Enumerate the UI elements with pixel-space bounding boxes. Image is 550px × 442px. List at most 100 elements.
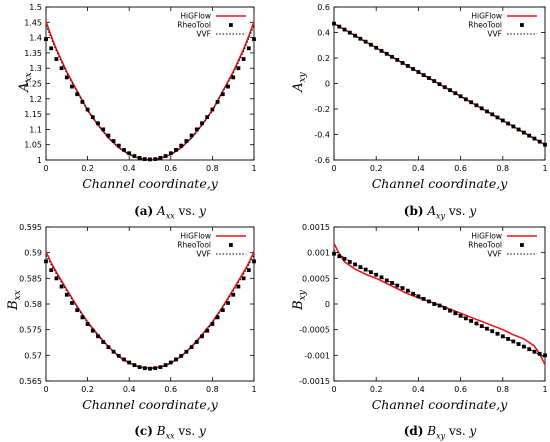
data-point-rheotool-c xyxy=(80,315,85,320)
data-point-rheotool-b xyxy=(448,88,452,93)
data-point-rheotool-c xyxy=(64,292,69,297)
data-point-rheotool-d xyxy=(416,294,421,299)
data-point-rheotool-d xyxy=(463,316,468,321)
data-point-rheotool-d xyxy=(337,254,342,259)
y-axis-label-main-c: B xyxy=(6,300,21,311)
data-point-rheotool-d xyxy=(353,262,357,267)
caption-b: (b) Axy vs. y xyxy=(330,204,550,220)
data-point-rheotool-c xyxy=(111,349,116,354)
x-tick-label-b: 0 xyxy=(331,164,336,173)
x-tick-label-d: 0.2 xyxy=(370,385,383,394)
legend-swatch-rheotool-a xyxy=(229,23,233,27)
caption-a-text: vs. xyxy=(174,204,200,218)
data-point-rheotool-a xyxy=(142,157,147,161)
data-point-rheotool-a xyxy=(148,157,152,162)
data-point-rheotool-c xyxy=(116,353,121,358)
x-tick-label-c: 1 xyxy=(251,385,256,394)
data-point-rheotool-b xyxy=(379,48,384,53)
x-tick-label-a: 1 xyxy=(251,164,256,173)
data-point-rheotool-a xyxy=(215,99,220,104)
y-tick-label-a: 1.1 xyxy=(29,125,42,134)
y-axis-label-sub-a: xx xyxy=(24,72,34,82)
data-point-rheotool-d xyxy=(400,286,405,290)
data-point-rheotool-c xyxy=(184,349,189,354)
caption-b-label: (b) xyxy=(403,204,424,218)
y-tick-label-d: 0 xyxy=(325,300,330,309)
data-point-rheotool-a xyxy=(127,151,132,156)
data-point-rheotool-a xyxy=(49,46,54,51)
data-point-rheotool-a xyxy=(174,148,178,152)
legend-label-higflow-d: HiGFlow xyxy=(471,232,502,241)
data-point-rheotool-b xyxy=(511,124,516,129)
legend-label-higflow-a: HiGFlow xyxy=(180,12,211,21)
x-tick-label-b: 1 xyxy=(542,164,547,173)
data-point-rheotool-b xyxy=(453,91,458,96)
y-tick-label-a: 1.5 xyxy=(29,3,42,12)
data-point-rheotool-a xyxy=(137,155,142,160)
data-point-rheotool-b xyxy=(474,103,479,108)
caption-b-var: y xyxy=(469,204,477,218)
x-tick-label-d: 0 xyxy=(331,385,336,394)
data-point-rheotool-b xyxy=(363,39,368,44)
legend-label-rheotool-c: RheoTool xyxy=(177,241,211,250)
data-point-rheotool-c xyxy=(142,366,147,371)
data-point-rheotool-d xyxy=(516,342,521,346)
data-point-rheotool-b xyxy=(416,70,421,74)
data-point-rheotool-c xyxy=(148,366,152,371)
caption-a-label: (a) xyxy=(134,204,154,218)
y-tick-label-a: 1.4 xyxy=(29,34,42,43)
caption-c-var: y xyxy=(198,424,206,438)
y-tick-label-a: 1.25 xyxy=(24,80,42,89)
legend-label-vvf-c: VVF xyxy=(196,250,211,259)
data-point-rheotool-d xyxy=(437,303,442,308)
data-point-rheotool-c xyxy=(236,284,241,289)
legend-label-higflow-c: HiGFlow xyxy=(180,232,211,241)
x-tick-label-b: 0.4 xyxy=(412,164,425,173)
x-tick-label-c: 0 xyxy=(43,385,48,394)
data-point-rheotool-c xyxy=(75,308,80,313)
data-point-rheotool-a xyxy=(70,84,74,89)
data-point-rheotool-d xyxy=(421,296,426,301)
data-point-rheotool-d xyxy=(500,334,505,339)
x-tick-label-a: 0.4 xyxy=(123,164,136,173)
x-tick-label-b: 0.6 xyxy=(454,164,467,173)
legend-label-higflow-b: HiGFlow xyxy=(471,12,502,21)
data-point-rheotool-b xyxy=(495,115,500,120)
x-tick-label-a: 0.6 xyxy=(164,164,177,173)
data-point-rheotool-b xyxy=(469,100,474,105)
data-point-rheotool-d xyxy=(469,319,474,323)
y-tick-label-b: 0.6 xyxy=(317,3,330,12)
legend-swatch-rheotool-c xyxy=(229,243,233,247)
y-tick-label-d: -0.001 xyxy=(304,351,330,360)
y-tick-label-c: 0.595 xyxy=(19,223,42,232)
data-point-rheotool-c xyxy=(70,301,74,305)
data-point-rheotool-b xyxy=(427,76,431,80)
legend-label-vvf-d: VVF xyxy=(487,250,502,259)
y-tick-label-b: -0.4 xyxy=(314,131,330,140)
data-point-rheotool-b xyxy=(527,133,532,138)
caption-c-math: B xyxy=(156,424,166,438)
data-point-rheotool-c xyxy=(101,340,106,344)
data-point-rheotool-b xyxy=(337,24,342,29)
caption-a-var: y xyxy=(199,204,206,218)
data-point-rheotool-b xyxy=(432,79,437,83)
data-point-rheotool-d xyxy=(363,267,368,272)
caption-d-var: y xyxy=(469,424,477,438)
data-point-rheotool-b xyxy=(421,73,426,77)
data-point-rheotool-c xyxy=(231,292,236,297)
caption-c-label: (c) xyxy=(134,424,153,438)
data-point-rheotool-a xyxy=(59,66,64,71)
data-point-rheotool-d xyxy=(453,311,458,316)
y-axis-label-sub-c: xx xyxy=(13,290,23,300)
data-point-rheotool-d xyxy=(332,251,336,256)
data-point-rheotool-d xyxy=(485,326,489,331)
x-tick-label-d: 0.4 xyxy=(412,385,425,394)
plot-frame-c xyxy=(45,226,255,382)
y-tick-label-d: 0.0005 xyxy=(302,274,330,283)
data-point-rheotool-c xyxy=(132,363,137,367)
data-point-rheotool-a xyxy=(116,143,121,148)
y-axis-label-main-d: B xyxy=(291,300,306,311)
data-point-rheotool-b xyxy=(490,112,495,117)
data-point-rheotool-d xyxy=(358,265,363,269)
data-point-rheotool-b xyxy=(395,58,400,62)
